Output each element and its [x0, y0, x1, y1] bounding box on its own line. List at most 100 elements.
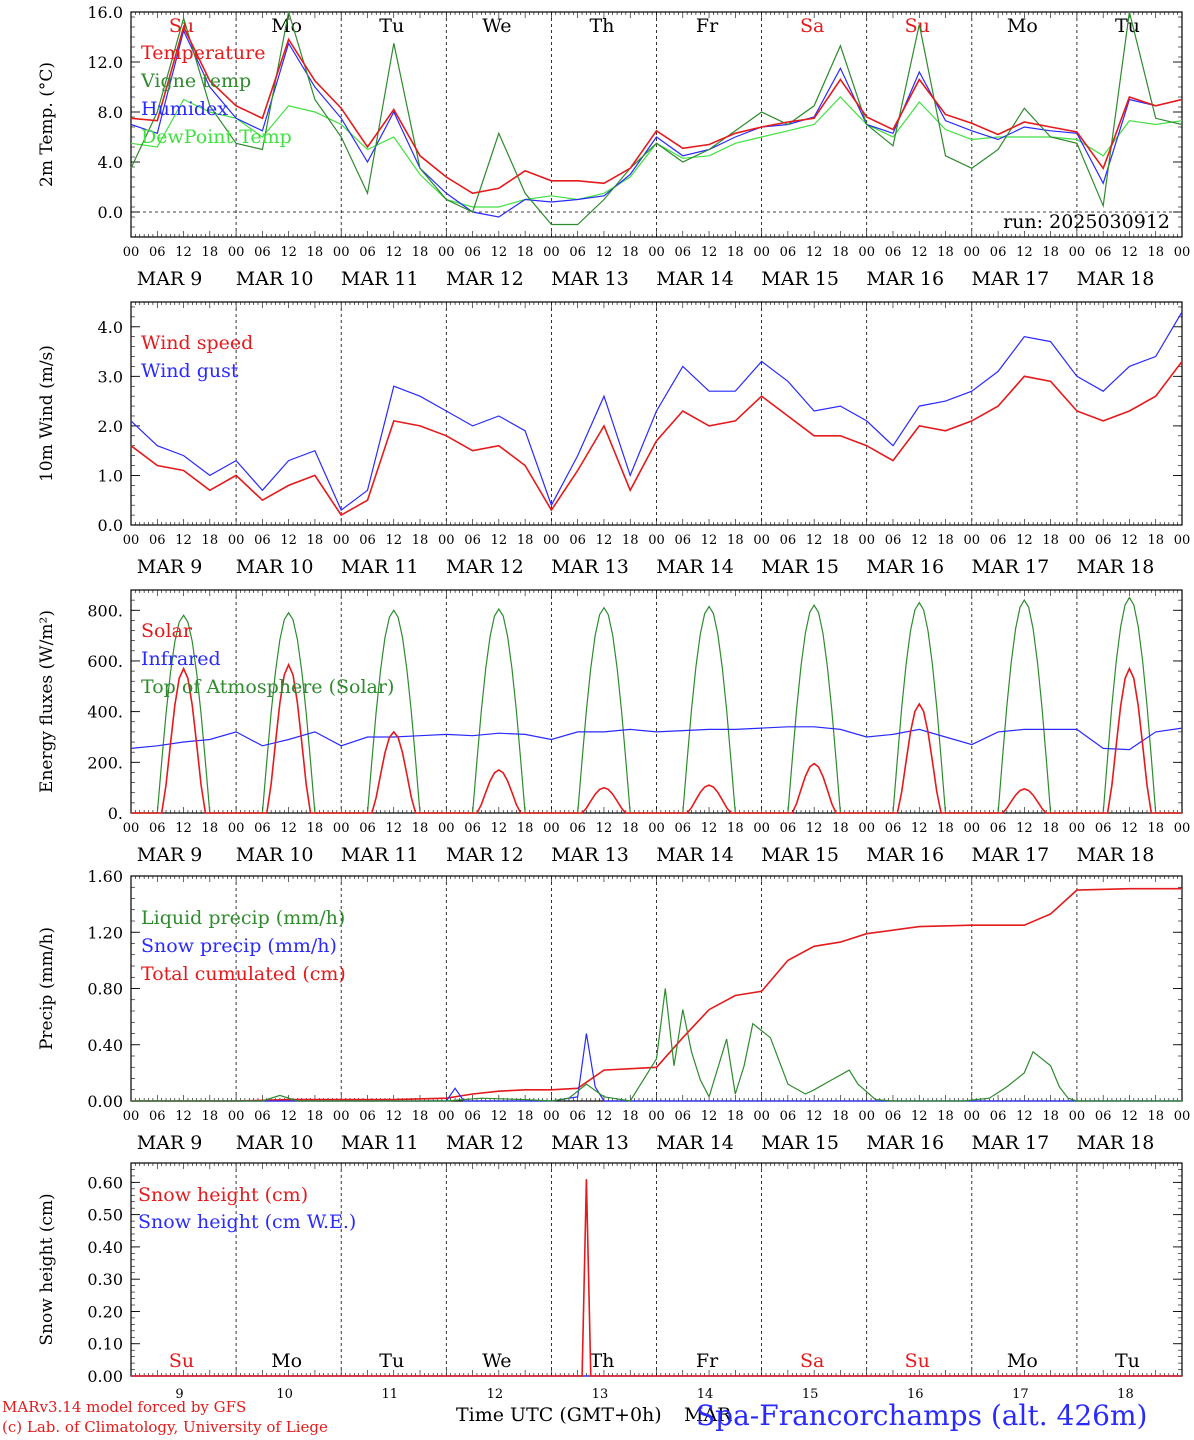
hour-label: 06 [149, 821, 166, 836]
date-label: MAR 12 [446, 844, 524, 866]
y-tick-label: 0.0 [98, 203, 123, 222]
hour-label: 18 [1147, 1109, 1164, 1124]
hour-label: 18 [1042, 245, 1059, 260]
date-label: MAR 13 [551, 1132, 629, 1154]
hour-label: 12 [806, 821, 823, 836]
hour-label: 18 [202, 1109, 219, 1124]
y-axis-title: Precip (mm/h) [37, 927, 57, 1050]
hour-label: 12 [280, 533, 297, 548]
hour-label: 06 [990, 245, 1007, 260]
date-label: MAR 16 [866, 268, 944, 290]
weekday-label: Tu [379, 1350, 404, 1372]
y-tick-label: 0.00 [87, 1367, 123, 1386]
hour-label: 18 [517, 533, 534, 548]
hour-label: 18 [622, 821, 639, 836]
hour-label: 12 [280, 1109, 297, 1124]
hour-label: 18 [412, 1109, 429, 1124]
hour-label: 12 [701, 533, 718, 548]
legend-entry: Liquid precip (mm/h) [141, 907, 345, 929]
hour-label: 00 [123, 1109, 140, 1124]
hour-label: 06 [254, 821, 271, 836]
hour-label: 00 [123, 533, 140, 548]
panel-3: 0. 200. 400. 600. 800. Energy fluxes (W/m²) 00… [37, 589, 1190, 866]
y-tick-label: 16.0 [87, 3, 123, 22]
y-tick-label: 0.10 [87, 1335, 123, 1354]
date-label: MAR 10 [236, 1132, 314, 1154]
hour-label: 06 [464, 533, 481, 548]
hour-label: 18 [307, 1109, 324, 1124]
hour-label: 12 [1121, 533, 1138, 548]
series-line [131, 662, 1182, 814]
hour-label: 00 [333, 533, 350, 548]
hour-label: 12 [596, 245, 613, 260]
series-line [131, 988, 1182, 1102]
hour-label: 00 [858, 533, 875, 548]
hour-label: 12 [701, 1109, 718, 1124]
hour-label: 18 [202, 533, 219, 548]
date-label: MAR 17 [971, 844, 1049, 866]
y-tick-label: 600. [87, 652, 123, 671]
hour-label: 12 [911, 533, 928, 548]
hour-label: 06 [780, 533, 797, 548]
hour-label: 12 [1121, 1109, 1138, 1124]
hour-label: 06 [885, 1109, 902, 1124]
legend-entry: Top of Atmosphere (Solar) [141, 676, 394, 698]
date-label: MAR 18 [1077, 268, 1155, 290]
weekday-label: Fr [696, 1350, 719, 1372]
hour-label: 06 [990, 1109, 1007, 1124]
hour-label: 06 [359, 1109, 376, 1124]
legend-entry: Snow height (cm) [138, 1184, 308, 1206]
hour-label: 06 [990, 821, 1007, 836]
series-line [130, 726, 1183, 751]
hour-label: 12 [806, 245, 823, 260]
day-number-label: 10 [276, 1387, 293, 1402]
hour-label: 18 [412, 821, 429, 836]
hour-label: 12 [175, 245, 192, 260]
hour-label: 00 [228, 533, 245, 548]
legend-entry: DewPoint Temp [141, 126, 292, 148]
hour-label: 18 [202, 245, 219, 260]
date-label: MAR 16 [866, 1132, 944, 1154]
panel-5: 0.00 0.10 0.20 0.30 0.40 0.50 0.60 Snow height … [37, 1162, 1183, 1402]
date-label: MAR 17 [971, 556, 1049, 578]
day-number-label: 9 [175, 1387, 183, 1402]
date-label: MAR 13 [551, 268, 629, 290]
hour-label: 00 [964, 245, 981, 260]
hour-label: 06 [675, 1109, 692, 1124]
y-tick-label: 0.00 [87, 1092, 123, 1111]
hour-label: 18 [307, 245, 324, 260]
hour-label: 18 [832, 533, 849, 548]
weekday-label: We [482, 1350, 511, 1372]
date-label: MAR 10 [236, 556, 314, 578]
hour-label: 12 [280, 821, 297, 836]
y-tick-label: 1.60 [87, 867, 123, 886]
weekday-label: Mo [1007, 1350, 1038, 1372]
y-axis-title: Energy fluxes (W/m²) [37, 610, 57, 793]
hour-label: 00 [1069, 1109, 1086, 1124]
hour-label: 00 [1174, 245, 1191, 260]
day-number-label: 11 [381, 1387, 398, 1402]
date-label: MAR 13 [551, 844, 629, 866]
hour-label: 06 [1095, 1109, 1112, 1124]
hour-label: 12 [911, 245, 928, 260]
hour-label: 00 [543, 821, 560, 836]
day-number-label: 18 [1117, 1387, 1134, 1402]
y-tick-label: 800. [87, 601, 123, 620]
y-tick-label: 0. [108, 804, 123, 823]
hour-label: 00 [648, 1109, 665, 1124]
legend-entry: Snow height (cm W.E.) [138, 1211, 356, 1233]
weekday-label: Su [169, 1350, 194, 1372]
hour-label: 12 [1016, 533, 1033, 548]
hour-label: 06 [780, 821, 797, 836]
weekday-label: Th [589, 15, 614, 37]
hour-label: 06 [885, 821, 902, 836]
hour-label: 06 [675, 533, 692, 548]
plot-frame [130, 589, 1183, 814]
date-label: MAR 18 [1077, 844, 1155, 866]
y-tick-label: 0.50 [87, 1206, 123, 1225]
date-label: MAR 16 [866, 556, 944, 578]
hour-label: 18 [622, 245, 639, 260]
hour-label: 18 [937, 1109, 954, 1124]
hour-label: 12 [1016, 245, 1033, 260]
